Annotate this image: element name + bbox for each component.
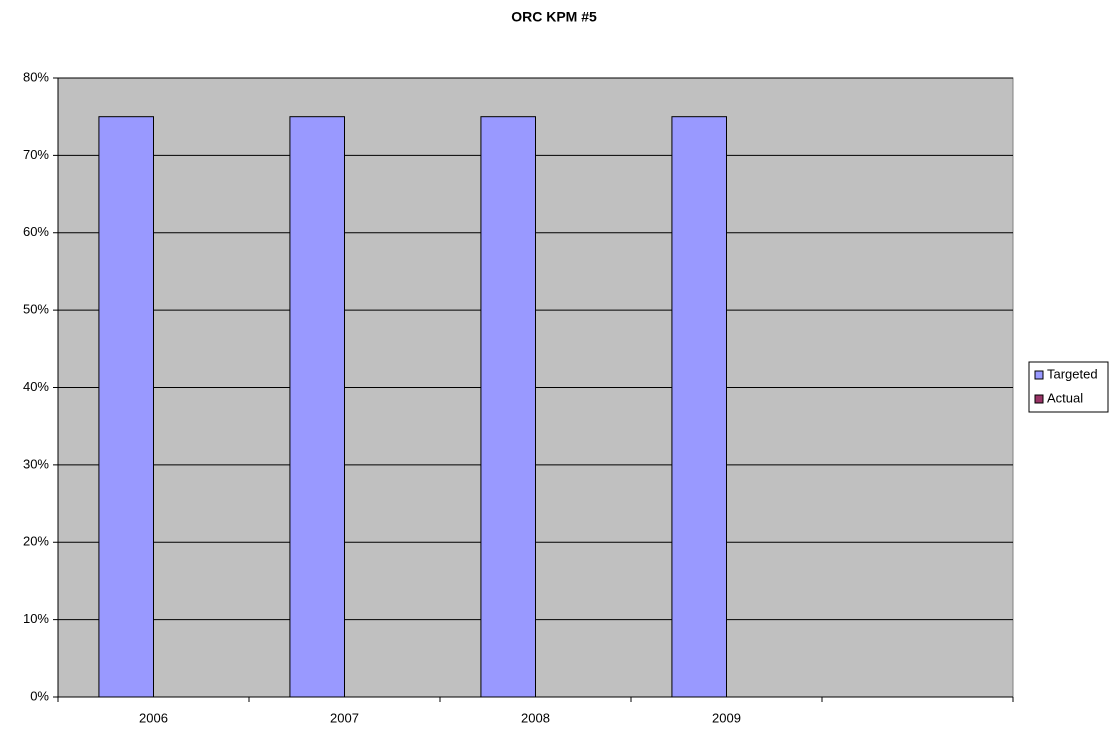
x-tick-label: 2008 [521, 710, 550, 725]
y-tick-label: 50% [23, 302, 49, 317]
legend-label: Targeted [1047, 366, 1098, 381]
legend-label: Actual [1047, 390, 1083, 405]
y-tick-label: 10% [23, 611, 49, 626]
x-tick-label: 2007 [330, 710, 359, 725]
x-tick-label: 2006 [139, 710, 168, 725]
y-tick-label: 80% [23, 69, 49, 84]
legend-swatch [1034, 370, 1044, 380]
bar [671, 116, 728, 698]
bar [480, 116, 536, 698]
y-tick-label: 0% [30, 688, 49, 703]
y-tick-label: 70% [23, 147, 49, 162]
bar [289, 116, 345, 698]
chart-title: ORC KPM #5 [511, 9, 597, 25]
y-tick-label: 40% [23, 379, 49, 394]
legend-box [1028, 361, 1109, 413]
y-tick-label: 30% [23, 456, 49, 471]
y-tick-label: 60% [23, 224, 49, 239]
x-tick-label: 2009 [712, 710, 741, 725]
bar [98, 116, 155, 698]
legend-swatch [1034, 394, 1044, 404]
y-tick-label: 20% [23, 534, 49, 549]
